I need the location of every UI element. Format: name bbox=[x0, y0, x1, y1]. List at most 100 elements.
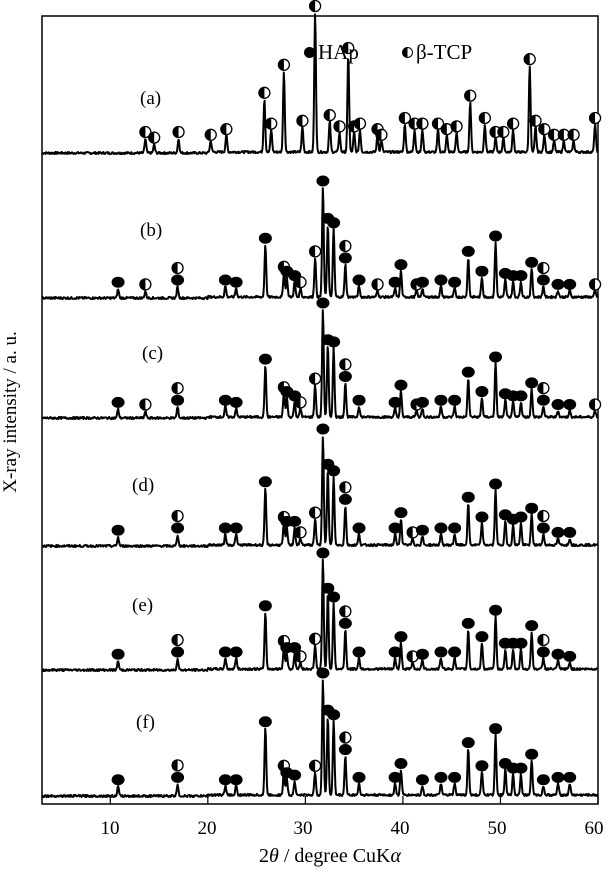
trace-b bbox=[41, 187, 598, 301]
hap-marker-icon bbox=[489, 230, 503, 242]
tcp-marker-icon bbox=[204, 128, 217, 141]
hap-marker-icon bbox=[551, 399, 565, 411]
tcp-marker-icon bbox=[588, 398, 602, 411]
hap-marker-icon bbox=[258, 353, 272, 365]
tcp-marker-icon bbox=[294, 396, 307, 409]
hap-marker-icon bbox=[258, 716, 272, 728]
hap-marker-icon bbox=[536, 394, 550, 406]
hap-marker-icon bbox=[171, 394, 185, 406]
tcp-marker-icon bbox=[294, 526, 307, 539]
tcp-marker-icon bbox=[406, 526, 419, 539]
tcp-marker-icon bbox=[277, 759, 291, 772]
hap-marker-icon bbox=[475, 511, 489, 523]
tcp-marker-icon bbox=[375, 128, 388, 141]
tcp-marker-icon bbox=[342, 41, 355, 55]
hap-marker-icon bbox=[525, 502, 539, 514]
tcp-marker-icon bbox=[416, 117, 429, 130]
tcp-marker-icon bbox=[339, 731, 352, 744]
hap-marker-icon bbox=[338, 370, 352, 382]
hap-marker-icon bbox=[489, 604, 503, 616]
legend-tcp: β-TCP bbox=[402, 40, 472, 65]
tcp-marker-icon bbox=[523, 53, 536, 66]
hap-marker-icon bbox=[394, 631, 408, 643]
hap-marker-icon bbox=[327, 465, 341, 477]
panel-label-f: (f) bbox=[136, 712, 155, 733]
hap-marker-icon bbox=[525, 256, 539, 268]
tcp-marker-icon bbox=[557, 128, 571, 141]
tcp-marker-icon bbox=[171, 261, 184, 275]
hap-marker-icon bbox=[171, 522, 185, 534]
hap-marker-icon bbox=[288, 515, 302, 527]
x-tick-label: 10 bbox=[100, 818, 120, 839]
hap-marker-icon bbox=[489, 478, 503, 490]
hap-marker-icon bbox=[563, 650, 577, 662]
tcp-marker-icon bbox=[529, 114, 542, 127]
hap-marker-icon bbox=[563, 771, 577, 783]
hap-marker-icon bbox=[111, 774, 125, 786]
hap-marker-icon bbox=[461, 245, 475, 257]
hap-marker-icon bbox=[461, 617, 475, 629]
hap-marker-icon bbox=[111, 276, 125, 288]
hap-marker-icon bbox=[475, 760, 489, 772]
hap-marker-icon bbox=[415, 648, 429, 660]
hap-marker-icon bbox=[388, 396, 402, 408]
hap-marker-icon bbox=[321, 582, 335, 594]
hap-marker-icon bbox=[514, 637, 528, 649]
tcp-marker-icon bbox=[371, 278, 384, 291]
hap-marker-icon bbox=[475, 386, 489, 398]
tcp-marker-icon bbox=[308, 506, 322, 519]
hap-marker-icon bbox=[448, 394, 462, 406]
hap-marker-icon bbox=[415, 524, 429, 536]
tcp-marker-icon bbox=[294, 276, 307, 289]
hap-marker-icon bbox=[525, 620, 539, 632]
trace-c bbox=[41, 309, 599, 421]
panel-label-d: (d) bbox=[132, 475, 155, 496]
tcp-marker-icon bbox=[265, 117, 278, 130]
hap-marker-icon bbox=[434, 274, 448, 286]
tcp-marker-icon bbox=[333, 120, 346, 133]
hap-marker-icon bbox=[525, 377, 539, 389]
hap-marker-icon bbox=[327, 336, 341, 348]
tcp-marker-icon bbox=[497, 125, 510, 139]
tcp-marker-icon bbox=[588, 278, 602, 291]
hap-marker-icon bbox=[316, 667, 330, 679]
hap-marker-icon bbox=[218, 522, 232, 534]
tcp-marker-icon bbox=[308, 632, 322, 645]
tcp-marker-icon bbox=[339, 358, 352, 371]
y-axis-label: X-ray intensity / a. u. bbox=[0, 331, 21, 493]
hap-marker-icon bbox=[338, 617, 352, 629]
tcp-marker-icon bbox=[294, 650, 307, 663]
x-axis-label: 2θ / degree CuKα bbox=[259, 845, 401, 867]
hap-marker-icon bbox=[525, 748, 539, 760]
tcp-marker-icon bbox=[450, 120, 463, 133]
hap-marker-icon bbox=[338, 744, 352, 756]
hap-marker-icon bbox=[536, 274, 550, 286]
tcp-marker-icon bbox=[171, 633, 184, 647]
phase-markers bbox=[111, 0, 602, 786]
x-tick-label: 20 bbox=[197, 818, 217, 839]
tcp-marker-icon bbox=[277, 58, 291, 71]
diffraction-traces bbox=[41, 13, 599, 799]
hap-marker-icon bbox=[171, 646, 185, 658]
hap-marker-icon bbox=[388, 771, 402, 783]
hap-marker-icon bbox=[288, 769, 302, 781]
tcp-marker-icon bbox=[339, 239, 352, 253]
hap-marker-icon bbox=[514, 390, 528, 402]
hap-marker-icon bbox=[218, 274, 232, 286]
trace-d bbox=[41, 436, 599, 549]
tcp-marker-icon bbox=[339, 605, 352, 618]
hap-marker-icon bbox=[394, 757, 408, 769]
tcp-marker-icon bbox=[402, 47, 413, 58]
hap-marker-icon bbox=[448, 646, 462, 658]
hap-marker-icon bbox=[218, 646, 232, 658]
tcp-marker-icon bbox=[353, 117, 367, 130]
hap-marker-icon bbox=[111, 524, 125, 536]
hap-marker-icon bbox=[434, 771, 448, 783]
hap-marker-icon bbox=[394, 379, 408, 391]
hap-marker-icon bbox=[229, 646, 243, 658]
hap-marker-icon bbox=[218, 394, 232, 406]
hap-marker-icon bbox=[415, 396, 429, 408]
tcp-marker-icon bbox=[464, 89, 477, 102]
hap-marker-icon bbox=[514, 762, 528, 774]
tcp-marker-icon bbox=[171, 509, 184, 523]
